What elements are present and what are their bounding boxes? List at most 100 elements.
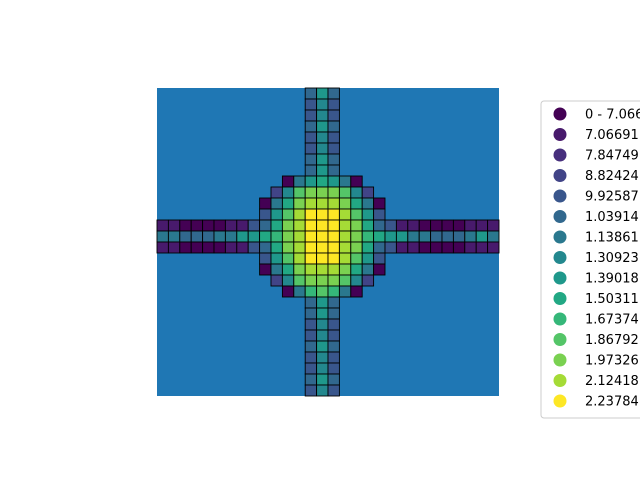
heatmap-cell [350, 197, 363, 210]
heatmap-cell [156, 241, 169, 254]
heatmap-cell [304, 252, 318, 265]
heatmap-cell [316, 351, 329, 364]
heatmap-cell [361, 241, 375, 254]
legend-marker [553, 251, 567, 264]
legend-marker [553, 292, 567, 305]
heatmap-cell [304, 362, 318, 375]
legend-item: 1.13861 [553, 230, 639, 246]
heatmap-cell [418, 230, 432, 243]
heatmap-cell [156, 230, 169, 243]
heatmap-cell [327, 219, 340, 232]
heatmap-cell [304, 219, 318, 232]
legend-item: 8.82424 [553, 169, 639, 184]
heatmap-cell [304, 208, 318, 221]
heatmap-cell [361, 197, 375, 210]
heatmap-cell [316, 362, 329, 375]
heatmap-cell [304, 131, 318, 144]
heatmap-cell [350, 252, 363, 265]
heatmap-cell [213, 230, 226, 243]
heatmap-cell [373, 197, 386, 210]
heatmap-cell [464, 230, 477, 243]
heatmap-cell [395, 230, 409, 243]
heatmap-cell [384, 219, 397, 232]
heatmap-cell [304, 318, 318, 331]
heatmap-cell [316, 384, 329, 397]
heatmap-cell [327, 120, 340, 133]
heatmap-cell [190, 241, 204, 254]
heatmap-cell [213, 219, 226, 232]
heatmap-cell [281, 241, 295, 254]
heatmap-cell [350, 175, 363, 188]
heatmap-cell [304, 384, 318, 397]
heatmap-cell [475, 219, 489, 232]
heatmap-cell [304, 274, 318, 287]
legend-label: 2.23784 [585, 395, 639, 410]
heatmap-cell [304, 340, 318, 353]
heatmap-cell [281, 230, 295, 243]
heatmap-cell [293, 252, 306, 265]
heatmap-cell [452, 230, 466, 243]
heatmap-cell [407, 230, 420, 243]
heatmap-cell [327, 131, 340, 144]
heatmap-cell [441, 241, 454, 254]
heatmap-cell [270, 252, 283, 265]
heatmap-cell [281, 219, 295, 232]
heatmap-cell [304, 87, 318, 100]
heatmap-cell [327, 340, 340, 353]
legend-label: 1.67374 [585, 313, 639, 328]
heatmap-cell [293, 208, 306, 221]
heatmap-cell [259, 241, 272, 254]
legend-marker [553, 189, 567, 203]
legend-item: 1.97326 [553, 353, 639, 369]
legend: 0 - 7.066 7.06691 7.84749 8.82424 9.92587 1.0… [540, 100, 640, 419]
heatmap-cell [338, 186, 352, 199]
heatmap-cell [395, 219, 409, 232]
heatmap-cell [316, 252, 329, 265]
heatmap-cell [304, 329, 318, 342]
heatmap-cell [350, 219, 363, 232]
heatmap-cell [452, 241, 466, 254]
heatmap-cell [407, 241, 420, 254]
legend-item: 1.30923 [553, 251, 639, 266]
legend-marker [553, 394, 567, 408]
heatmap-cell [350, 285, 363, 298]
legend-item: 9.92587 [553, 189, 639, 205]
heatmap-cell [338, 197, 352, 210]
legend-item: 1.86792 [553, 333, 639, 348]
heatmap-cell [304, 197, 318, 210]
heatmap-cell [327, 186, 340, 199]
heatmap-cell [190, 219, 204, 232]
legend-marker [553, 169, 567, 182]
heatmap-cell [304, 230, 318, 243]
legend-marker [553, 353, 567, 367]
heatmap-cell [338, 252, 352, 265]
heatmap-cell [407, 219, 420, 232]
heatmap-cell [259, 230, 272, 243]
heatmap-cell [316, 208, 329, 221]
heatmap-cell [327, 307, 340, 320]
heatmap-cell [327, 384, 340, 397]
heatmap-cell [304, 175, 318, 188]
heatmap-cell [316, 120, 329, 133]
heatmap-cell [316, 186, 329, 199]
heatmap-cell [293, 274, 306, 287]
heatmap-cell [316, 296, 329, 309]
heatmap-cell [327, 329, 340, 342]
heatmap-cell [338, 208, 352, 221]
heatmap-cell [304, 186, 318, 199]
heatmap-cell [259, 197, 272, 210]
heatmap-cell [316, 263, 329, 276]
legend-item: 7.06691 [553, 128, 639, 143]
heatmap-cell [179, 230, 192, 243]
legend-label: 1.30923 [585, 251, 639, 266]
heatmap-cell [304, 241, 318, 254]
legend-item: 2.12418 [553, 374, 639, 389]
heatmap-cell [316, 307, 329, 320]
heatmap-cell [304, 296, 318, 309]
heatmap-cell [304, 263, 318, 276]
heatmap-cell [293, 197, 306, 210]
legend-item: 1.03914 [553, 210, 639, 225]
heatmap-cell [350, 263, 363, 276]
heatmap-cell [361, 219, 375, 232]
heatmap-cells [156, 87, 500, 397]
